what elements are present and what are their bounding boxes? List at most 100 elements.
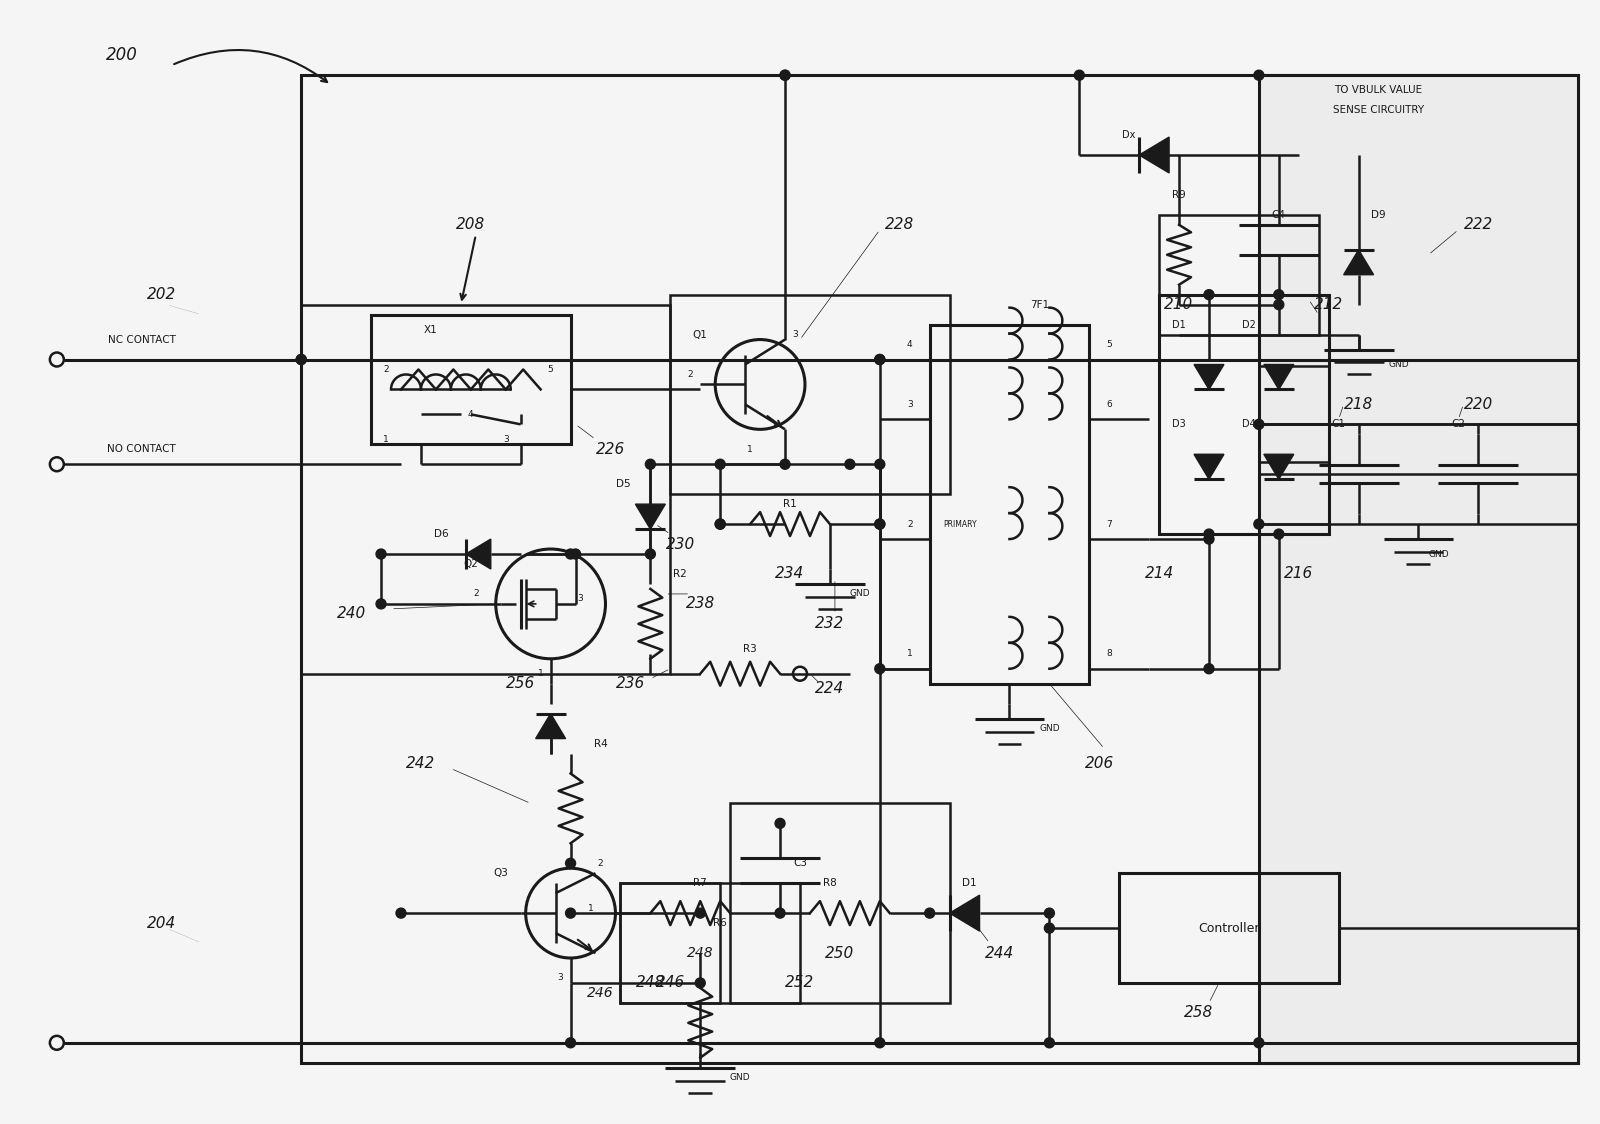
Text: D2: D2 (1242, 319, 1256, 329)
Text: C4: C4 (1272, 210, 1286, 220)
Circle shape (565, 549, 576, 559)
Circle shape (1254, 519, 1264, 529)
Circle shape (875, 460, 885, 469)
Circle shape (875, 1037, 885, 1048)
Circle shape (875, 519, 885, 529)
Polygon shape (536, 714, 565, 738)
Text: 248: 248 (635, 976, 666, 990)
Text: D1: D1 (962, 878, 978, 888)
Text: 7F1: 7F1 (1030, 300, 1050, 309)
Text: 3: 3 (558, 973, 563, 982)
Bar (730, 804, 950, 1003)
Text: R1: R1 (782, 499, 797, 509)
Text: Q3: Q3 (493, 868, 509, 878)
Circle shape (875, 354, 885, 364)
Circle shape (1074, 70, 1085, 80)
Text: C1: C1 (1331, 419, 1346, 429)
Text: 1: 1 (747, 445, 754, 454)
Polygon shape (1139, 137, 1170, 173)
Circle shape (774, 908, 786, 918)
Text: 8: 8 (1106, 650, 1112, 659)
Text: GND: GND (1429, 550, 1448, 559)
Circle shape (1254, 70, 1264, 80)
Circle shape (296, 354, 306, 364)
Circle shape (1203, 529, 1214, 540)
Text: GND: GND (730, 1073, 750, 1082)
Text: Q1: Q1 (693, 329, 707, 339)
Circle shape (296, 354, 306, 364)
Circle shape (645, 549, 656, 559)
Circle shape (565, 1037, 576, 1048)
Text: 232: 232 (816, 616, 845, 632)
Circle shape (565, 859, 576, 868)
Bar (1158, 215, 1318, 335)
Text: D3: D3 (1173, 419, 1186, 429)
Circle shape (1274, 529, 1283, 540)
Text: 234: 234 (776, 566, 805, 581)
Text: 4: 4 (469, 410, 474, 419)
Text: 1: 1 (907, 650, 912, 659)
Text: 228: 228 (885, 217, 914, 233)
Circle shape (1045, 1037, 1054, 1048)
Polygon shape (1194, 454, 1224, 479)
Text: 7: 7 (1106, 519, 1112, 528)
Text: D6: D6 (434, 529, 448, 540)
Text: 230: 230 (666, 536, 694, 552)
Polygon shape (1344, 250, 1373, 274)
Text: R2: R2 (674, 569, 686, 579)
Circle shape (376, 599, 386, 609)
Circle shape (715, 460, 725, 469)
Text: 3: 3 (907, 400, 912, 409)
Bar (301, 305, 670, 673)
Polygon shape (1194, 364, 1224, 389)
Text: Controller: Controller (1198, 922, 1259, 934)
Circle shape (696, 908, 706, 918)
Circle shape (397, 908, 406, 918)
Text: 216: 216 (1285, 566, 1314, 581)
Text: C3: C3 (794, 859, 806, 868)
Text: R3: R3 (744, 644, 757, 654)
Bar (670, 294, 950, 495)
Text: 240: 240 (336, 606, 366, 622)
Text: 220: 220 (1464, 397, 1493, 411)
Text: R4: R4 (594, 738, 608, 749)
Circle shape (696, 978, 706, 988)
Text: 2: 2 (688, 370, 693, 379)
Bar (371, 315, 571, 444)
Circle shape (1045, 923, 1054, 933)
Circle shape (781, 70, 790, 80)
Text: 206: 206 (1085, 756, 1114, 771)
Circle shape (376, 549, 386, 559)
Text: 200: 200 (106, 46, 138, 64)
Bar (621, 883, 800, 1003)
Text: GND: GND (850, 589, 870, 598)
Text: 3: 3 (792, 330, 798, 339)
Text: R7: R7 (693, 878, 707, 888)
Polygon shape (950, 895, 979, 931)
Text: D5: D5 (616, 479, 630, 489)
Text: 226: 226 (595, 442, 626, 456)
Text: D1: D1 (1173, 319, 1186, 329)
Circle shape (1274, 300, 1283, 309)
Circle shape (781, 70, 790, 80)
Text: 250: 250 (826, 945, 854, 961)
Text: 248: 248 (686, 946, 714, 960)
Circle shape (845, 460, 854, 469)
Text: 1: 1 (538, 669, 544, 678)
Circle shape (715, 519, 725, 529)
Bar (621, 883, 720, 1003)
Text: 252: 252 (786, 976, 814, 990)
Text: GND: GND (1038, 724, 1059, 733)
Circle shape (875, 664, 885, 673)
Bar (1259, 75, 1578, 1063)
Text: 212: 212 (1314, 297, 1344, 312)
Circle shape (1254, 1037, 1264, 1048)
Text: 224: 224 (816, 681, 845, 696)
Text: GND: GND (1389, 360, 1410, 369)
Circle shape (774, 818, 786, 828)
Circle shape (571, 549, 581, 559)
Text: 214: 214 (1144, 566, 1174, 581)
Circle shape (1203, 534, 1214, 544)
Text: 1: 1 (382, 435, 389, 444)
Text: 218: 218 (1344, 397, 1373, 411)
